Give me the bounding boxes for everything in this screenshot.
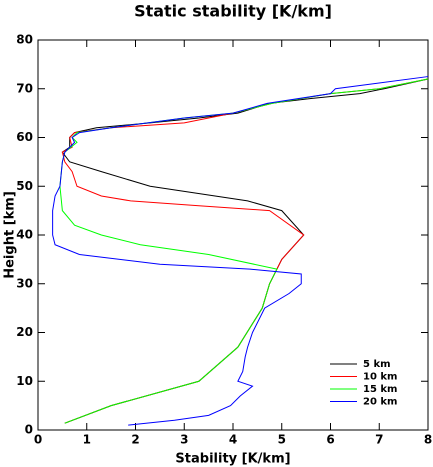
x-tick-label: 2 — [131, 433, 139, 447]
y-tick-label: 20 — [16, 325, 33, 339]
chart-title: Static stability [K/km] — [134, 2, 332, 21]
legend-label: 10 km — [363, 372, 397, 383]
y-tick-label: 30 — [16, 276, 33, 290]
x-tick-label: 0 — [34, 433, 42, 447]
y-tick-label: 80 — [16, 33, 33, 47]
x-tick-label: 3 — [180, 433, 188, 447]
legend-label: 5 km — [363, 359, 391, 370]
y-tick-label: 40 — [16, 228, 33, 242]
legend-label: 20 km — [363, 397, 397, 408]
x-tick-label: 5 — [278, 433, 286, 447]
y-tick-label: 0 — [25, 423, 33, 437]
series-line — [52, 76, 429, 426]
x-axis-label: Stability [K/km] — [175, 452, 290, 467]
y-tick-label: 50 — [16, 179, 33, 193]
y-tick-label: 10 — [16, 374, 33, 388]
legend-label: 15 km — [363, 384, 397, 395]
x-tick-label: 8 — [424, 433, 432, 447]
x-tick-label: 4 — [229, 433, 237, 447]
y-axis-label: Height [km] — [3, 191, 18, 279]
x-tick-label: 1 — [83, 433, 91, 447]
x-tick-label: 6 — [326, 433, 334, 447]
x-tick-label: 7 — [375, 433, 383, 447]
y-tick-label: 70 — [16, 81, 33, 95]
y-tick-label: 60 — [16, 130, 33, 144]
